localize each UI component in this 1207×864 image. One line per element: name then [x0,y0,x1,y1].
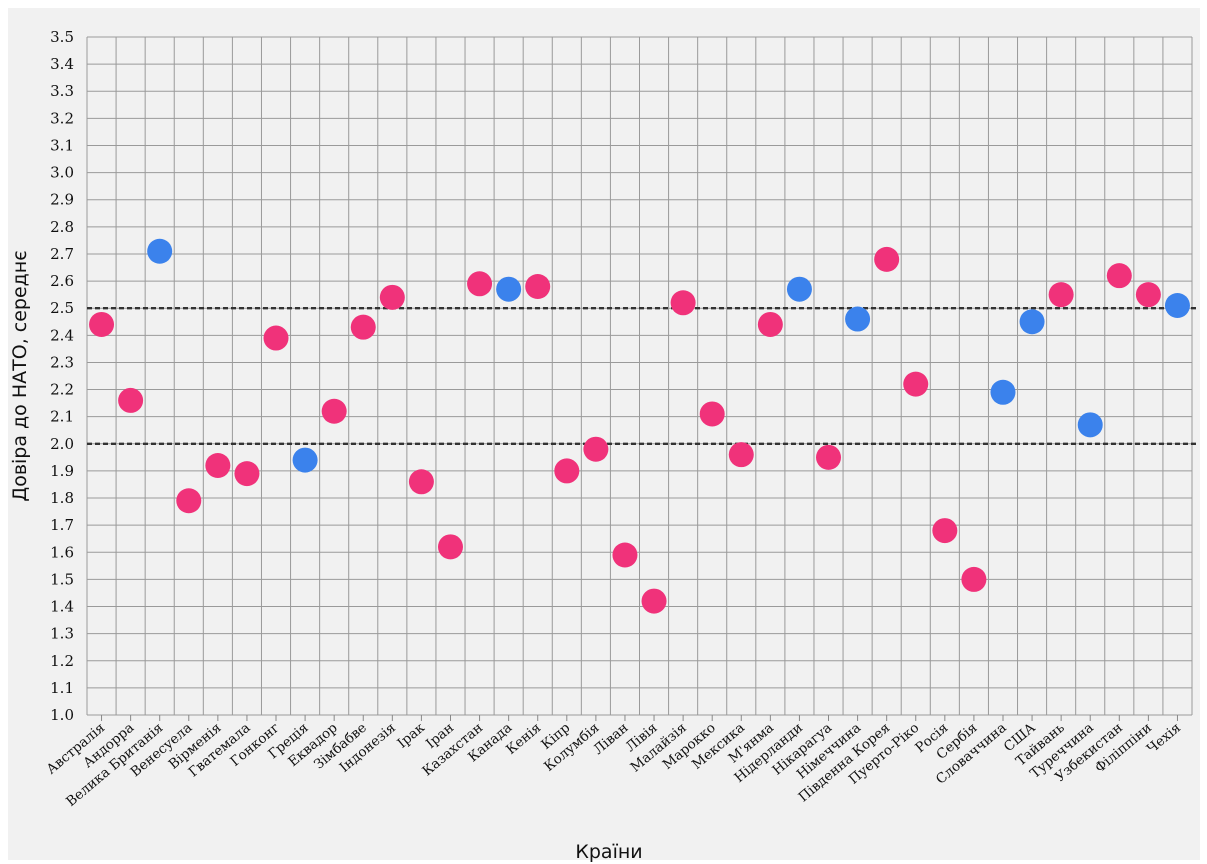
y-tick-label: 3.1 [50,136,74,154]
y-tick-label: 3.5 [50,28,74,46]
y-tick-label: 1.7 [50,516,74,534]
data-point [874,246,900,272]
data-point [961,566,987,592]
data-point [641,588,667,614]
data-point [786,276,812,302]
data-point [321,398,347,424]
data-point [990,379,1016,405]
data-point [845,306,871,332]
data-point [292,447,318,473]
data-point [699,401,725,427]
y-axis-ticks: 1.0 1.1 1.2 1.3 1.4 1.5 1.6 1.7 1.8 1.9 2.0 2.1 2.2 2… [50,28,74,724]
data-point [1048,282,1074,308]
y-tick-label: 2.6 [50,272,74,290]
data-point [757,311,783,337]
y-tick-label: 3.4 [50,55,74,73]
grid [86,36,1193,721]
y-tick-label: 2.9 [50,191,74,209]
data-point [1164,292,1190,318]
data-point [670,290,696,316]
y-axis-label: Довіра до НАТО, середнє [9,250,31,501]
y-tick-label: 2.1 [50,408,74,426]
data-point [525,274,551,300]
data-point [1106,263,1132,289]
data-point [903,371,929,397]
data-point [205,452,231,478]
y-tick-label: 1.9 [50,462,74,480]
y-tick-label: 2.0 [50,435,74,453]
data-point [1077,412,1103,438]
y-tick-label: 1.4 [50,598,74,616]
data-point [263,325,289,351]
data-points [89,238,1190,614]
data-point [89,311,115,337]
y-tick-label: 1.2 [50,652,74,670]
data-point [728,442,754,468]
x-axis-label: Країни [575,841,642,863]
y-tick-label: 1.6 [50,543,74,561]
y-tick-label: 2.5 [50,299,74,317]
data-point [1019,309,1045,335]
data-point [118,387,144,413]
data-point [467,271,493,297]
plot-panel [8,8,1200,860]
reference-lines [87,307,1196,445]
data-point [437,534,463,560]
y-tick-label: 1.0 [50,706,74,724]
y-tick-label: 2.4 [50,326,74,344]
data-point [408,469,434,495]
data-point [350,314,376,340]
data-point [234,461,260,487]
data-point [176,488,202,514]
data-point [554,458,580,484]
y-tick-label: 3.2 [50,109,74,127]
y-tick-label: 1.5 [50,570,74,588]
data-point [379,284,405,310]
data-point [147,238,173,264]
y-tick-label: 2.8 [50,218,74,236]
data-point [583,436,609,462]
data-point [932,518,958,544]
y-tick-label: 2.3 [50,353,74,371]
y-tick-label: 1.1 [50,679,74,697]
data-point [1135,282,1161,308]
y-tick-label: 1.8 [50,489,74,507]
y-tick-label: 2.2 [50,381,74,399]
data-point [612,542,638,568]
y-tick-label: 3.0 [50,164,74,182]
y-tick-label: 2.7 [50,245,74,263]
y-tick-label: 3.3 [50,82,74,100]
y-tick-label: 1.3 [50,625,74,643]
data-point [816,444,842,470]
data-point [496,276,522,302]
